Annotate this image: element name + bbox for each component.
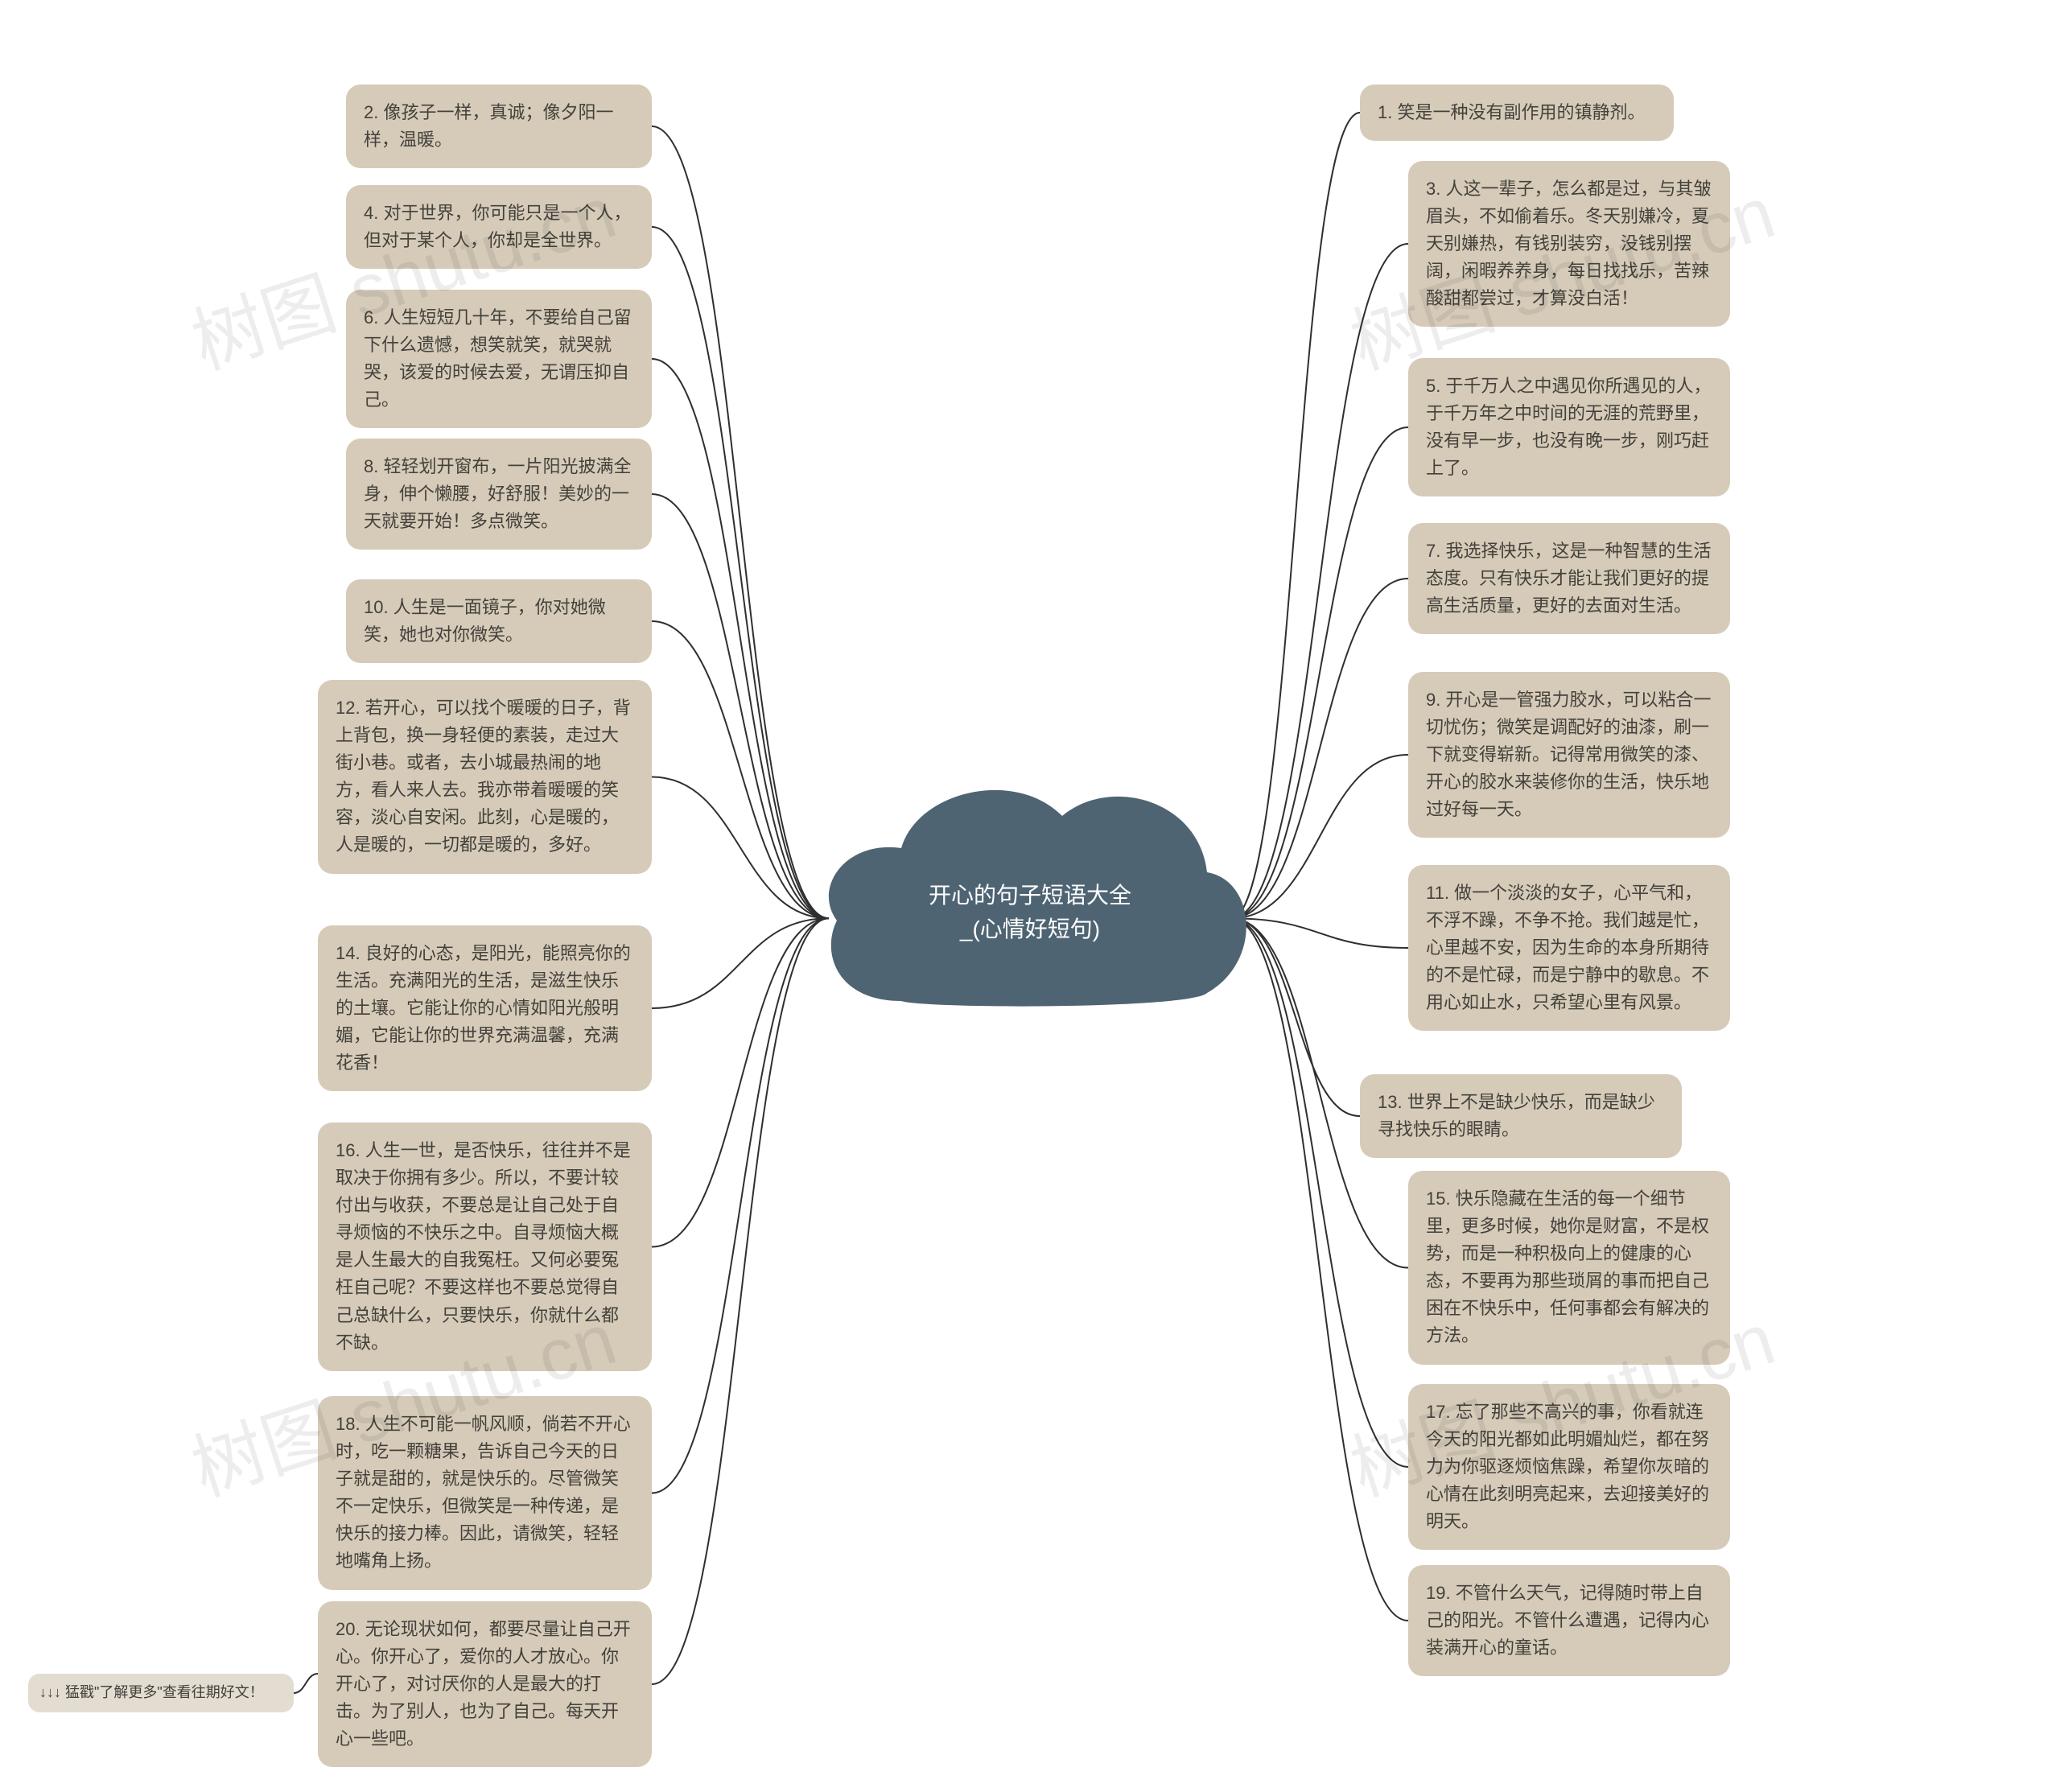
mindmap-node[interactable]: 17. 忘了那些不高兴的事，你看就连今天的阳光都如此明媚灿烂，都在努力为你驱逐烦… <box>1408 1384 1730 1550</box>
node-text: 18. 人生不可能一帆风顺，倘若不开心时，吃一颗糖果，告诉自己今天的日子就是甜的… <box>336 1414 631 1571</box>
mindmap-node[interactable]: 3. 人这一辈子，怎么都是过，与其皱眉头，不如偷着乐。冬天别嫌冷，夏天别嫌热，有… <box>1408 161 1730 327</box>
node-text: 6. 人生短短几十年，不要给自己留下什么遗憾，想笑就笑，就哭就哭，该爱的时候去爱… <box>364 307 631 410</box>
node-text: 5. 于千万人之中遇见你所遇见的人，于千万年之中时间的无涯的荒野里，没有早一步，… <box>1426 376 1711 478</box>
node-text: 3. 人这一辈子，怎么都是过，与其皱眉头，不如偷着乐。冬天别嫌冷，夏天别嫌热，有… <box>1426 179 1711 308</box>
node-text: 13. 世界上不是缺少快乐，而是缺少寻找快乐的眼睛。 <box>1378 1092 1655 1139</box>
node-text: ↓↓↓ 猛戳"了解更多"查看往期好文！ <box>39 1684 264 1700</box>
mindmap-node[interactable]: 19. 不管什么天气，记得随时带上自己的阳光。不管什么遭遇，记得内心装满开心的童… <box>1408 1565 1730 1676</box>
node-text: 14. 良好的心态，是阳光，能照亮你的生活。充满阳光的生活，是滋生快乐的土壤。它… <box>336 943 631 1073</box>
mindmap-node[interactable]: 5. 于千万人之中遇见你所遇见的人，于千万年之中时间的无涯的荒野里，没有早一步，… <box>1408 358 1730 496</box>
node-text: 19. 不管什么天气，记得随时带上自己的阳光。不管什么遭遇，记得内心装满开心的童… <box>1426 1583 1709 1658</box>
mindmap-canvas: 开心的句子短语大全_(心情好短句) 2. 像孩子一样，真诚；像夕阳一样，温暖。 4… <box>0 0 2060 1792</box>
node-text: 1. 笑是一种没有副作用的镇静剂。 <box>1378 102 1645 122</box>
node-text: 12. 若开心，可以找个暖暖的日子，背上背包，换一身轻便的素装，走过大街小巷。或… <box>336 698 631 855</box>
node-text: 16. 人生一世，是否快乐，往往并不是取决于你拥有多少。所以，不要计较付出与收获… <box>336 1140 631 1353</box>
mindmap-node[interactable]: 7. 我选择快乐，这是一种智慧的生活态度。只有快乐才能让我们更好的提高生活质量，… <box>1408 523 1730 634</box>
node-text: 20. 无论现状如何，都要尽量让自己开心。你开心了，爱你的人才放心。你开心了，对… <box>336 1619 631 1749</box>
mindmap-node[interactable]: 16. 人生一世，是否快乐，往往并不是取决于你拥有多少。所以，不要计较付出与收获… <box>318 1123 652 1371</box>
mindmap-node[interactable]: 18. 人生不可能一帆风顺，倘若不开心时，吃一颗糖果，告诉自己今天的日子就是甜的… <box>318 1396 652 1590</box>
node-text: 9. 开心是一管强力胶水，可以粘合一切忧伤；微笑是调配好的油漆，刷一下就变得崭新… <box>1426 690 1711 819</box>
mindmap-node[interactable]: 8. 轻轻划开窗布，一片阳光披满全身，伸个懒腰，好舒服！美妙的一天就要开始！多点… <box>346 439 652 550</box>
mindmap-node[interactable]: ↓↓↓ 猛戳"了解更多"查看往期好文！ <box>28 1674 294 1712</box>
mindmap-node[interactable]: 1. 笑是一种没有副作用的镇静剂。 <box>1360 84 1674 141</box>
node-text: 7. 我选择快乐，这是一种智慧的生活态度。只有快乐才能让我们更好的提高生活质量，… <box>1426 541 1711 616</box>
mindmap-node[interactable]: 15. 快乐隐藏在生活的每一个细节里，更多时候，她你是财富，不是权势，而是一种积… <box>1408 1171 1730 1365</box>
node-text: 17. 忘了那些不高兴的事，你看就连今天的阳光都如此明媚灿烂，都在努力为你驱逐烦… <box>1426 1402 1709 1531</box>
mindmap-node[interactable]: 13. 世界上不是缺少快乐，而是缺少寻找快乐的眼睛。 <box>1360 1074 1682 1158</box>
mindmap-node[interactable]: 14. 良好的心态，是阳光，能照亮你的生活。充满阳光的生活，是滋生快乐的土壤。它… <box>318 925 652 1091</box>
mindmap-node[interactable]: 12. 若开心，可以找个暖暖的日子，背上背包，换一身轻便的素装，走过大街小巷。或… <box>318 680 652 874</box>
node-text: 10. 人生是一面镜子，你对她微笑，她也对你微笑。 <box>364 597 606 645</box>
mindmap-node[interactable]: 11. 做一个淡淡的女子，心平气和，不浮不躁，不争不抢。我们越是忙，心里越不安，… <box>1408 865 1730 1031</box>
mindmap-node[interactable]: 6. 人生短短几十年，不要给自己留下什么遗憾，想笑就笑，就哭就哭，该爱的时候去爱… <box>346 290 652 428</box>
node-text: 11. 做一个淡淡的女子，心平气和，不浮不躁，不争不抢。我们越是忙，心里越不安，… <box>1426 883 1709 1012</box>
mindmap-node[interactable]: 4. 对于世界，你可能只是一个人，但对于某个人，你却是全世界。 <box>346 185 652 269</box>
mindmap-node[interactable]: 2. 像孩子一样，真诚；像夕阳一样，温暖。 <box>346 84 652 168</box>
node-text: 4. 对于世界，你可能只是一个人，但对于某个人，你却是全世界。 <box>364 203 631 250</box>
mindmap-node[interactable]: 20. 无论现状如何，都要尽量让自己开心。你开心了，爱你的人才放心。你开心了，对… <box>318 1601 652 1767</box>
mindmap-node[interactable]: 9. 开心是一管强力胶水，可以粘合一切忧伤；微笑是调配好的油漆，刷一下就变得崭新… <box>1408 672 1730 838</box>
node-text: 2. 像孩子一样，真诚；像夕阳一样，温暖。 <box>364 102 613 150</box>
node-text: 8. 轻轻划开窗布，一片阳光披满全身，伸个懒腰，好舒服！美妙的一天就要开始！多点… <box>364 456 631 531</box>
node-text: 15. 快乐隐藏在生活的每一个细节里，更多时候，她你是财富，不是权势，而是一种积… <box>1426 1188 1709 1345</box>
center-node[interactable]: 开心的句子短语大全_(心情好短句) <box>805 760 1255 1033</box>
center-title: 开心的句子短语大全_(心情好短句) <box>901 879 1159 946</box>
mindmap-node[interactable]: 10. 人生是一面镜子，你对她微笑，她也对你微笑。 <box>346 579 652 663</box>
